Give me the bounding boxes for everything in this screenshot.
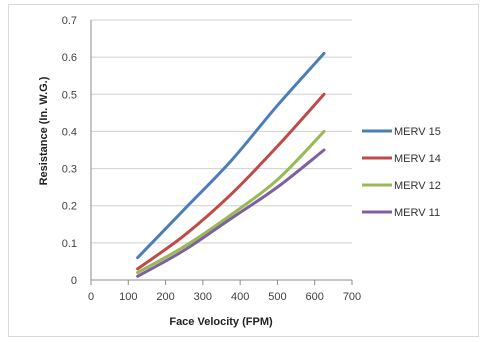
y-tick-label: 0.1 <box>62 238 77 250</box>
y-tick-labels: 0 0.1 0.2 0.3 0.4 0.5 0.6 0.7 <box>62 15 77 287</box>
y-tick-label: 0.3 <box>62 164 77 176</box>
x-tick-label: 0 <box>88 291 94 303</box>
y-tick-label: 0.4 <box>62 126 77 138</box>
x-tick-label: 600 <box>306 291 324 303</box>
legend: MERV 15 MERV 14 MERV 12 MERV 11 <box>362 126 441 219</box>
x-tick-label: 300 <box>194 291 212 303</box>
x-tick-labels: 0 100 200 300 400 500 600 700 <box>88 291 361 303</box>
gridlines <box>91 20 352 285</box>
series-line-merv-15 <box>138 53 324 257</box>
x-tick-label: 400 <box>231 291 249 303</box>
legend-label: MERV 14 <box>394 153 441 165</box>
x-axis-title: Face Velocity (FPM) <box>169 316 273 328</box>
y-tick-label: 0.2 <box>62 201 77 213</box>
x-tick-label: 500 <box>268 291 286 303</box>
x-tick-label: 200 <box>156 291 174 303</box>
legend-label: MERV 15 <box>394 126 441 138</box>
y-tick-label: 0.7 <box>62 15 77 27</box>
legend-label: MERV 11 <box>394 207 440 219</box>
legend-label: MERV 12 <box>394 180 441 192</box>
x-tick-label: 700 <box>343 291 361 303</box>
y-tick-label: 0.5 <box>62 89 77 101</box>
x-tick-label: 100 <box>119 291 137 303</box>
y-axis-title: Resistance (In. W.G.) <box>38 76 50 185</box>
y-tick-label: 0 <box>71 275 77 287</box>
series-line-merv-12 <box>138 131 324 272</box>
y-tick-label: 0.6 <box>62 52 77 64</box>
